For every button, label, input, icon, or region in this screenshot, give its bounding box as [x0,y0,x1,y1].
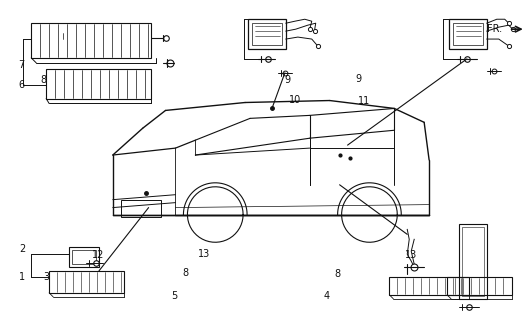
Bar [46,69,150,99]
Bar [389,277,469,295]
Bar [121,200,161,218]
Text: 11: 11 [357,96,370,106]
Text: 2: 2 [20,244,25,254]
Text: 7: 7 [18,60,24,70]
Text: 3: 3 [43,272,49,282]
Text: 8: 8 [334,268,341,279]
Text: 13: 13 [197,249,210,259]
Text: 9: 9 [355,74,362,84]
Bar [453,23,483,45]
Text: 8: 8 [182,268,188,278]
Text: 8: 8 [40,75,46,85]
Text: 12: 12 [92,250,105,260]
Bar [69,247,99,267]
Text: 13: 13 [405,250,417,260]
Bar [248,19,286,49]
Bar [49,271,124,293]
Text: 10: 10 [289,95,301,105]
Bar [462,228,484,296]
Text: 9: 9 [285,75,291,85]
Bar [252,23,282,45]
Text: 4: 4 [324,292,330,301]
Bar [72,250,96,264]
Text: 5: 5 [172,292,178,301]
Text: FR.: FR. [487,24,502,34]
Bar [449,19,487,49]
Bar [31,23,150,58]
Bar [447,277,512,295]
Bar [459,224,487,299]
Text: 1: 1 [20,272,25,282]
Text: 6: 6 [18,80,24,91]
